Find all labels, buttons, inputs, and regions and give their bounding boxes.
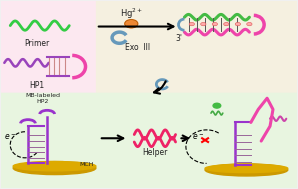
Text: MCH: MCH bbox=[80, 162, 94, 167]
Ellipse shape bbox=[205, 164, 288, 176]
Ellipse shape bbox=[13, 162, 96, 175]
FancyBboxPatch shape bbox=[0, 93, 298, 189]
FancyBboxPatch shape bbox=[0, 0, 102, 96]
Circle shape bbox=[213, 103, 221, 108]
Circle shape bbox=[201, 22, 206, 26]
Text: 3': 3' bbox=[175, 34, 182, 43]
Text: $e^-$: $e^-$ bbox=[4, 132, 16, 142]
FancyBboxPatch shape bbox=[96, 0, 298, 96]
Text: MB-labeled
HP2: MB-labeled HP2 bbox=[25, 93, 60, 104]
Circle shape bbox=[125, 20, 138, 28]
Circle shape bbox=[224, 22, 229, 26]
Circle shape bbox=[189, 22, 195, 26]
Text: HP1: HP1 bbox=[29, 81, 44, 91]
Ellipse shape bbox=[205, 164, 288, 173]
Text: $e^-$: $e^-$ bbox=[192, 132, 204, 142]
Text: Hg$^{2+}$: Hg$^{2+}$ bbox=[120, 6, 143, 21]
Text: Helper: Helper bbox=[142, 148, 167, 156]
Circle shape bbox=[235, 22, 240, 26]
Circle shape bbox=[212, 22, 218, 26]
Ellipse shape bbox=[13, 162, 96, 171]
Text: Primer: Primer bbox=[24, 39, 49, 48]
Text: Exo  III: Exo III bbox=[125, 43, 150, 52]
Circle shape bbox=[247, 22, 252, 26]
